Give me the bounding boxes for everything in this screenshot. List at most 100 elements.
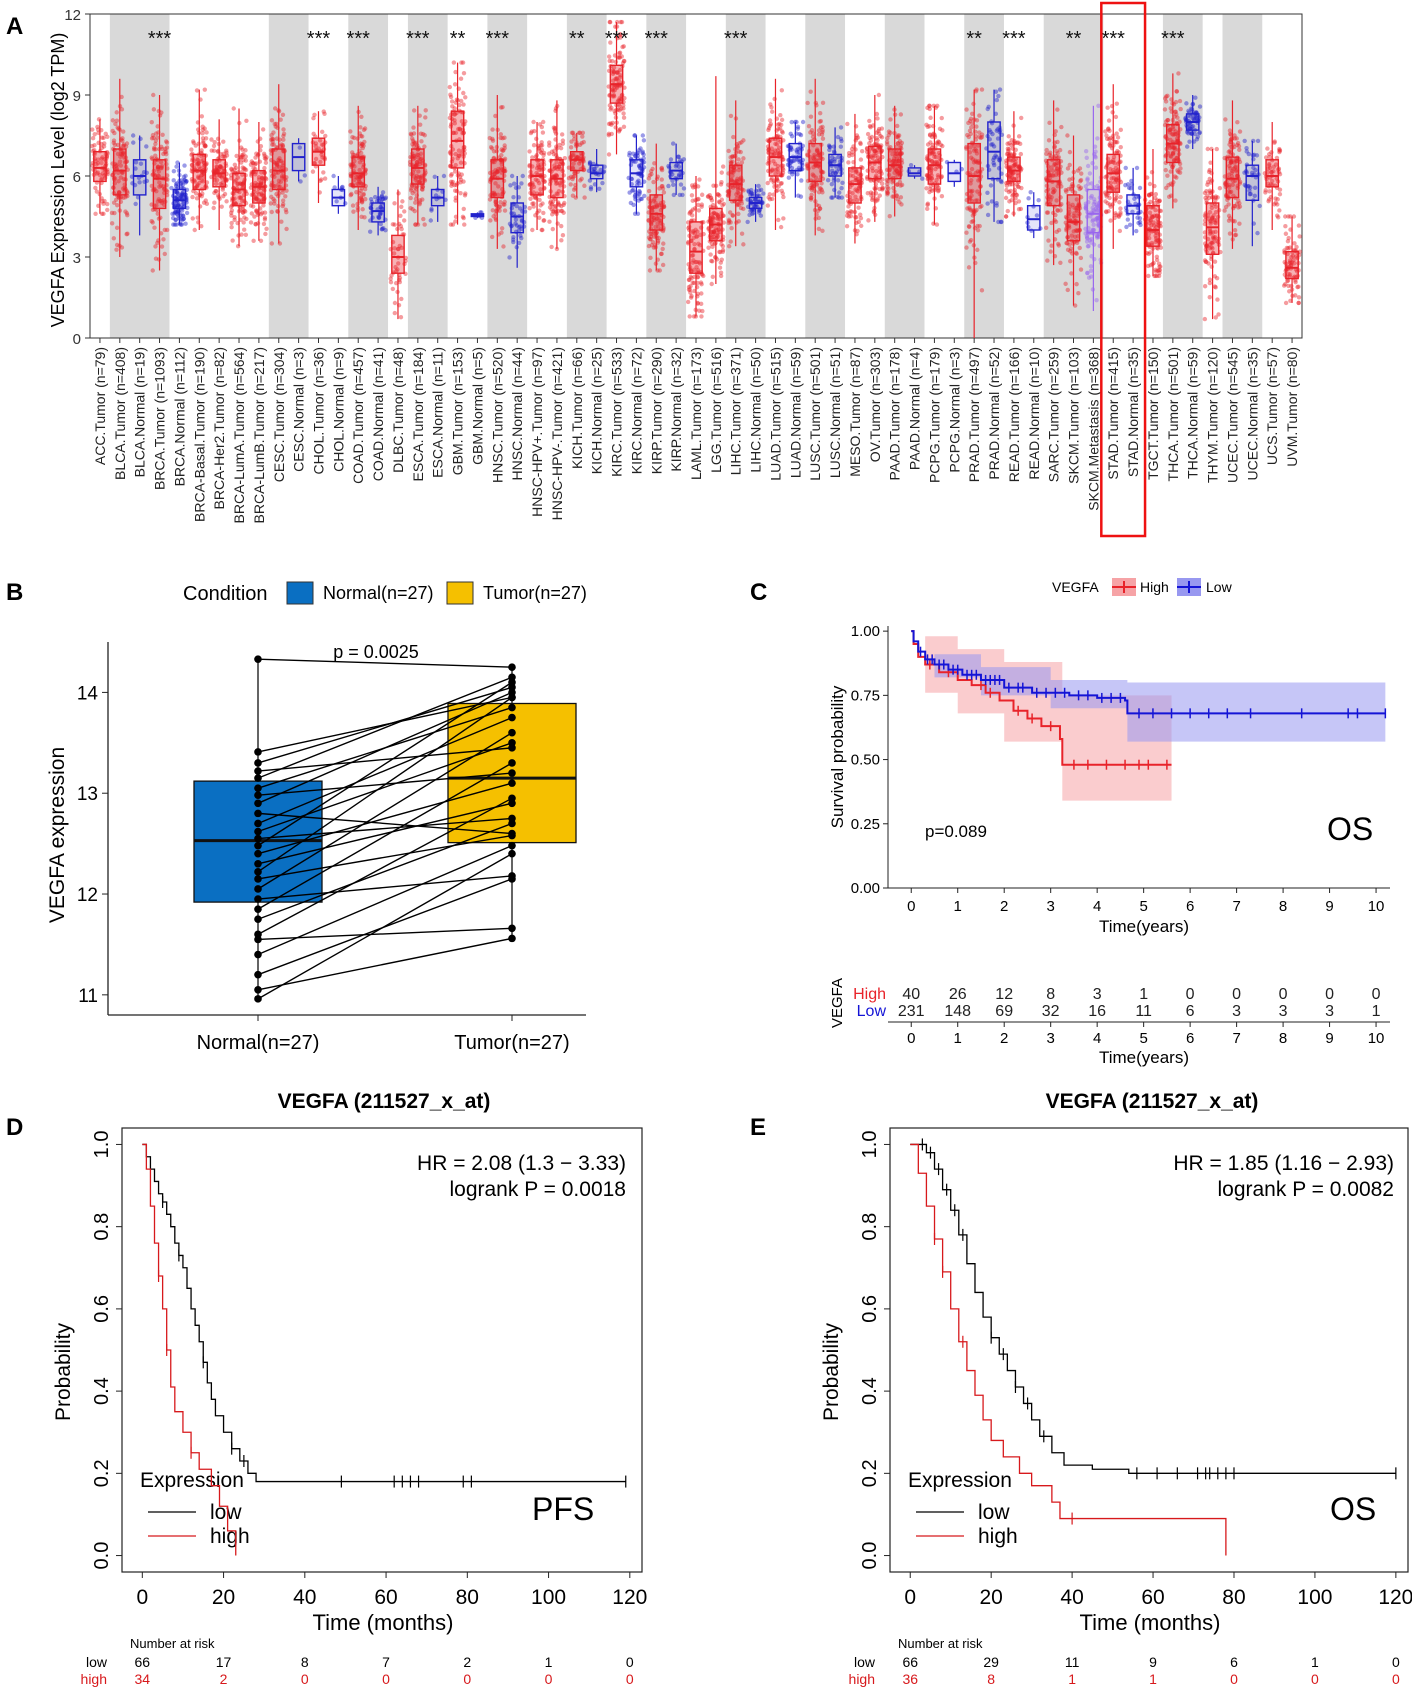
panel-a-jitter-point (222, 154, 228, 160)
panel-a-jitter-point (1156, 268, 1162, 273)
panel-a-jitter-point (118, 154, 123, 160)
panel-a-jitter-point (157, 184, 162, 189)
panel-a-jitter-point (638, 146, 643, 151)
panel-a-jitter-point (756, 183, 761, 189)
panel-a-jitter-point (416, 169, 421, 174)
panel-a-jitter-point (766, 125, 772, 131)
panel-a-jitter-point (214, 164, 219, 169)
panel-a-jitter-point (219, 173, 224, 179)
panel-a-jitter-point (284, 226, 289, 232)
panel-a-jitter-point (361, 191, 366, 197)
panel-a-jitter-point (695, 184, 701, 189)
panel-a-jitter-point (419, 175, 424, 181)
panel-a-jitter-point (199, 148, 204, 153)
panel-a-jitter-point (110, 118, 116, 123)
panel-a-jitter-point (358, 143, 364, 149)
panel-a-category-label: THYM.Tumor (n=120) (1205, 347, 1221, 483)
panel-a-jitter-point (413, 222, 418, 227)
panel-a-jitter-point (272, 198, 277, 203)
panel-a-jitter-point (149, 136, 155, 141)
panel-a-jitter-point (1117, 200, 1122, 205)
panel-a-jitter-point (927, 132, 933, 137)
panel-a-jitter-point (313, 156, 319, 162)
panel-a-jitter-point (1087, 171, 1093, 176)
panel-a-jitter-point (1058, 208, 1063, 213)
panel-a-jitter-point (968, 237, 974, 243)
panel-a-jitter-point (180, 217, 185, 223)
panel-a-jitter-point (175, 209, 180, 214)
panel-a-box (1146, 204, 1160, 247)
panel-a-jitter-point (647, 268, 653, 273)
panel-a-jitter-point (499, 226, 505, 231)
panel-a-jitter-point (1187, 139, 1192, 144)
panel-a-box (1007, 156, 1021, 183)
panel-a-jitter-point (262, 217, 268, 222)
panel-a-jitter-point (115, 142, 121, 148)
panel-a-jitter-point (257, 159, 263, 164)
panel-a-jitter-point (846, 204, 851, 209)
panel-a-jitter-point (925, 105, 930, 111)
panel-a-jitter-point (866, 218, 871, 223)
panel-a-jitter-point (818, 118, 824, 124)
panel-a-jitter-point (114, 197, 119, 202)
panel-a-jitter-point (354, 189, 359, 195)
panel-a-jitter-point (719, 180, 724, 185)
panel-a-jitter-point (1074, 281, 1079, 287)
panel-a-jitter-point (936, 185, 941, 191)
panel-a-jitter-point (769, 105, 774, 110)
panel-a-jitter-point (569, 130, 575, 135)
panel-a-jitter-point (262, 210, 268, 215)
panel-a-category-label: ESCA.Normal (n=11) (430, 347, 446, 478)
panel-a-jitter-point (835, 194, 840, 200)
panel-a-jitter-point (657, 268, 663, 273)
panel-a-jitter-point (379, 193, 385, 198)
panel-a-jitter-point (157, 198, 163, 203)
panel-a-jitter-point (975, 247, 980, 253)
panel-a-jitter-point (441, 173, 447, 179)
panel-a-jitter-point (133, 201, 138, 207)
panel-a-jitter-point (690, 207, 696, 212)
panel-a-jitter-point (1162, 107, 1168, 112)
panel-a-jitter-point (163, 146, 168, 151)
panel-a-jitter-point (865, 191, 870, 196)
panel-a-jitter-point (360, 142, 365, 147)
panel-a-jitter-point (1084, 155, 1089, 160)
panel-a-jitter-point (551, 125, 557, 130)
panel-a-jitter-point (1184, 101, 1189, 106)
panel-a-jitter-point (258, 212, 264, 217)
panel-a-jitter-point (786, 175, 792, 180)
panel-a-jitter-point (277, 184, 283, 190)
panel-a-jitter-point (201, 139, 206, 144)
panel-a-jitter-point (203, 136, 209, 141)
panel-a-jitter-point (498, 132, 504, 137)
panel-a-jitter-point (173, 217, 178, 223)
panel-a-jitter-point (121, 195, 126, 200)
panel-a-jitter-point (728, 239, 733, 244)
panel-a-jitter-point (163, 149, 169, 154)
panel-a-jitter-point (220, 187, 225, 192)
panel-a-jitter-point (357, 159, 363, 165)
panel-a-jitter-point (119, 170, 125, 176)
panel-a-box (391, 234, 405, 274)
panel-a-jitter-point (284, 210, 289, 215)
panel-a-jitter-point (395, 267, 400, 272)
panel-a-jitter-point (283, 207, 289, 213)
panel-a-jitter-point (232, 167, 237, 172)
panel-a-jitter-point (256, 175, 262, 180)
panel-a-jitter-point (737, 140, 742, 146)
panel-a-jitter-point (269, 118, 275, 123)
panel-a-jitter-point (348, 192, 353, 198)
panel-a-jitter-point (845, 121, 850, 127)
panel-a-jitter-point (173, 182, 179, 187)
panel-a-jitter-point (243, 154, 248, 159)
panel-a-jitter-point (420, 131, 426, 137)
panel-a-jitter-point (262, 153, 267, 158)
panel-a-jitter-point (730, 213, 735, 218)
panel-a-jitter-point (278, 179, 284, 184)
panel-a-jitter-point (268, 201, 274, 206)
panel-a-jitter-point (351, 168, 357, 174)
panel-a-jitter-point (971, 101, 976, 107)
panel-a-category-label: CESC.Tumor (n=304) (271, 347, 287, 482)
panel-a-box (728, 164, 743, 201)
panel-a-jitter-point (261, 221, 267, 227)
